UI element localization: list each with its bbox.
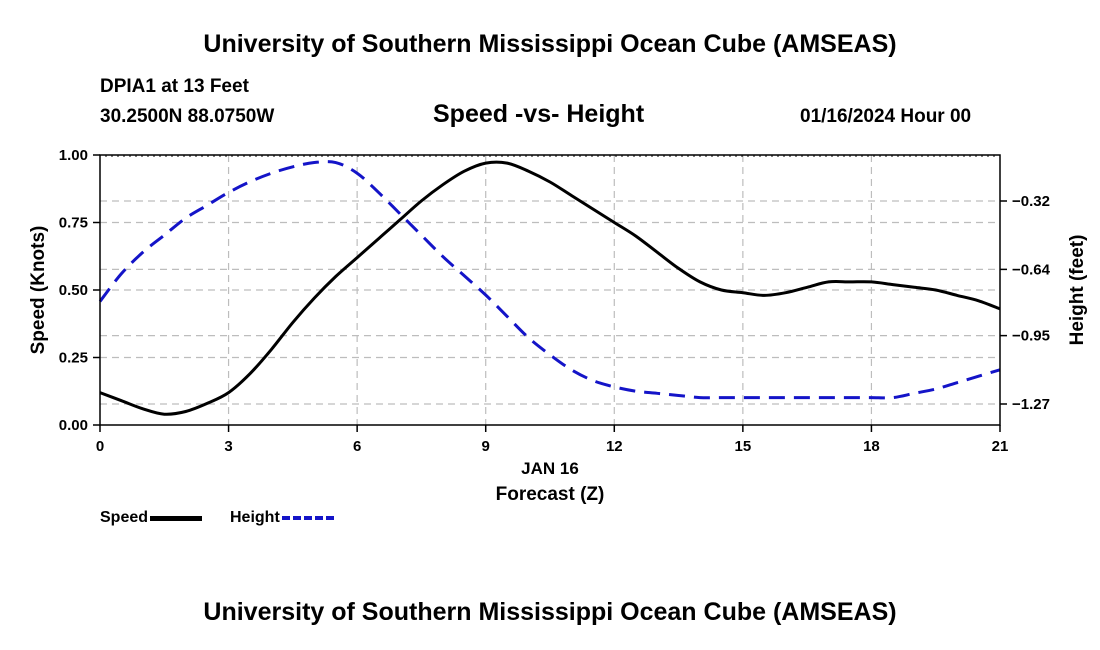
series-line-speed bbox=[99, 160, 1001, 416]
y2-tick-label: −1.27 bbox=[1012, 396, 1050, 413]
x-axis-date-label: JAN 16 bbox=[521, 459, 579, 478]
x-tick-label: 6 bbox=[353, 438, 361, 455]
x-tick-label: 3 bbox=[224, 438, 232, 455]
y-tick-label: 0.75 bbox=[59, 215, 88, 232]
legend-height-label: Height bbox=[230, 509, 280, 526]
grid bbox=[100, 155, 1000, 425]
y2-tick-label: −0.95 bbox=[1012, 328, 1050, 345]
y-tick-label: 0.25 bbox=[59, 350, 88, 367]
axes: 0 3 6 9 12 15 18 21 0.00 0.25 0.50 0.75 1.00 −0.32 −0.… bbox=[59, 147, 1051, 455]
legend-speed: Speed bbox=[100, 509, 203, 527]
y-tick-label: 0.50 bbox=[59, 282, 88, 299]
chart-subtitle: Speed -vs- Height bbox=[433, 100, 645, 128]
y2-tick-label: −0.32 bbox=[1012, 193, 1050, 210]
x-tick-label: 18 bbox=[863, 438, 880, 455]
x-tick-label: 9 bbox=[482, 438, 490, 455]
y2-axis-title: Height (feet) bbox=[1067, 235, 1088, 346]
station-label: DPIA1 at 13 Feet bbox=[100, 76, 249, 97]
series-line-height bbox=[98, 160, 1001, 400]
series-layer bbox=[98, 160, 1001, 416]
y-tick-label: 1.00 bbox=[59, 147, 88, 164]
chart-main-title: University of Southern Mississippi Ocean… bbox=[203, 30, 897, 58]
legend-height: Height bbox=[230, 509, 334, 527]
station-coordinates: 30.2500N 88.0750W bbox=[100, 106, 275, 127]
legend-height-swatch bbox=[281, 516, 334, 520]
y-tick-label: 0.00 bbox=[59, 417, 88, 434]
legend-speed-label: Speed bbox=[100, 509, 149, 526]
y-axis-title: Speed (Knots) bbox=[28, 226, 49, 355]
y2-tick-label: −0.64 bbox=[1012, 261, 1051, 278]
forecast-datetime: 01/16/2024 Hour 00 bbox=[800, 106, 972, 127]
x-tick-label: 12 bbox=[606, 438, 623, 455]
x-tick-label: 15 bbox=[735, 438, 752, 455]
x-tick-label: 0 bbox=[96, 438, 104, 455]
footer-title: University of Southern Mississippi Ocean… bbox=[203, 598, 897, 626]
x-tick-label: 21 bbox=[992, 438, 1009, 455]
x-axis-title: Forecast (Z) bbox=[496, 484, 605, 505]
legend-speed-swatch bbox=[150, 515, 203, 521]
